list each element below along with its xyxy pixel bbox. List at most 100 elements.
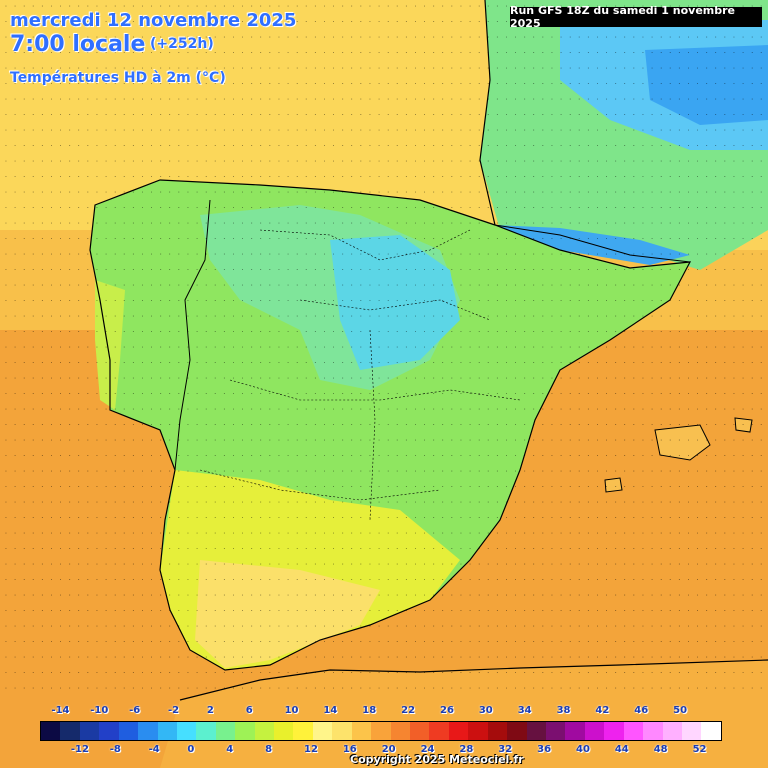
grid-value: · [732, 157, 736, 165]
legend-swatch [487, 722, 508, 740]
grid-value: · [414, 173, 418, 181]
grid-value: · [259, 188, 263, 196]
grid-value: · [586, 64, 590, 72]
grid-value: · [414, 684, 418, 692]
grid-value: · [486, 297, 490, 305]
grid-value: · [450, 467, 454, 475]
grid-value: · [614, 328, 618, 336]
grid-value: · [250, 95, 254, 103]
grid-value: · [568, 545, 572, 553]
grid-value: · [459, 405, 463, 413]
grid-value: · [495, 250, 499, 258]
grid-value: · [432, 359, 436, 367]
grid-value: · [259, 576, 263, 584]
grid-value: · [423, 591, 427, 599]
grid-value: · [550, 483, 554, 491]
grid-value: · [677, 405, 681, 413]
grid-value: · [268, 514, 272, 522]
grid-value: · [113, 545, 117, 553]
grid-value: · [423, 545, 427, 553]
grid-value: · [614, 374, 618, 382]
grid-value: · [468, 219, 472, 227]
grid-value: · [313, 591, 317, 599]
grid-value: · [341, 514, 345, 522]
grid-value: · [95, 2, 99, 10]
grid-value: · [450, 173, 454, 181]
grid-value: · [714, 653, 718, 661]
grid-value: · [168, 328, 172, 336]
legend-swatch [701, 722, 721, 740]
grid-value: · [22, 359, 26, 367]
grid-value: · [395, 452, 399, 460]
grid-value: · [86, 529, 90, 537]
grid-value: · [341, 173, 345, 181]
grid-value: · [668, 33, 672, 41]
grid-value: · [122, 514, 126, 522]
grid-value: · [50, 669, 54, 677]
grid-value: · [204, 669, 208, 677]
grid-value: · [705, 638, 709, 646]
grid-value: · [577, 514, 581, 522]
grid-value: · [250, 297, 254, 305]
grid-value: · [514, 80, 518, 88]
grid-value: · [222, 576, 226, 584]
grid-value: · [586, 483, 590, 491]
grid-value: · [332, 607, 336, 615]
grid-value: · [86, 390, 90, 398]
grid-value: · [395, 49, 399, 57]
grid-value: · [586, 266, 590, 274]
grid-value: · [687, 607, 691, 615]
grid-value: · [559, 219, 563, 227]
grid-value: · [104, 266, 108, 274]
grid-value: · [723, 405, 727, 413]
grid-value: · [687, 421, 691, 429]
grid-value: · [259, 653, 263, 661]
grid-value: · [159, 607, 163, 615]
grid-value: · [22, 33, 26, 41]
grid-value: · [186, 607, 190, 615]
grid-value: · [468, 560, 472, 568]
grid-value: · [605, 250, 609, 258]
grid-value: · [450, 498, 454, 506]
grid-value: · [323, 653, 327, 661]
grid-value: · [59, 157, 63, 165]
grid-value: · [687, 173, 691, 181]
grid-value: · [459, 142, 463, 150]
grid-value: · [486, 204, 490, 212]
grid-value: · [477, 514, 481, 522]
grid-value: · [313, 390, 317, 398]
grid-value: · [159, 188, 163, 196]
grid-value: · [541, 250, 545, 258]
grid-value: · [477, 2, 481, 10]
grid-value: · [195, 436, 199, 444]
grid-value: · [577, 173, 581, 181]
grid-value: · [505, 669, 509, 677]
grid-value: · [131, 2, 135, 10]
grid-value: · [95, 498, 99, 506]
grid-value: · [450, 126, 454, 134]
grid-value: · [368, 545, 372, 553]
grid-value: · [477, 684, 481, 692]
grid-value: · [86, 250, 90, 258]
grid-value: · [122, 653, 126, 661]
grid-value: · [741, 529, 745, 537]
grid-value: · [395, 188, 399, 196]
grid-value: · [732, 173, 736, 181]
grid-value: · [614, 545, 618, 553]
grid-value: · [550, 374, 554, 382]
grid-value: · [732, 684, 736, 692]
grid-value: · [623, 622, 627, 630]
grid-value: · [632, 607, 636, 615]
grid-value: · [377, 545, 381, 553]
grid-value: · [4, 607, 8, 615]
grid-value: · [232, 266, 236, 274]
grid-value: · [377, 390, 381, 398]
grid-value: · [159, 235, 163, 243]
grid-value: · [277, 281, 281, 289]
grid-value: · [732, 2, 736, 10]
grid-value: · [641, 173, 645, 181]
grid-value: · [122, 328, 126, 336]
grid-value: · [59, 80, 63, 88]
grid-value: · [186, 173, 190, 181]
grid-value: · [186, 669, 190, 677]
